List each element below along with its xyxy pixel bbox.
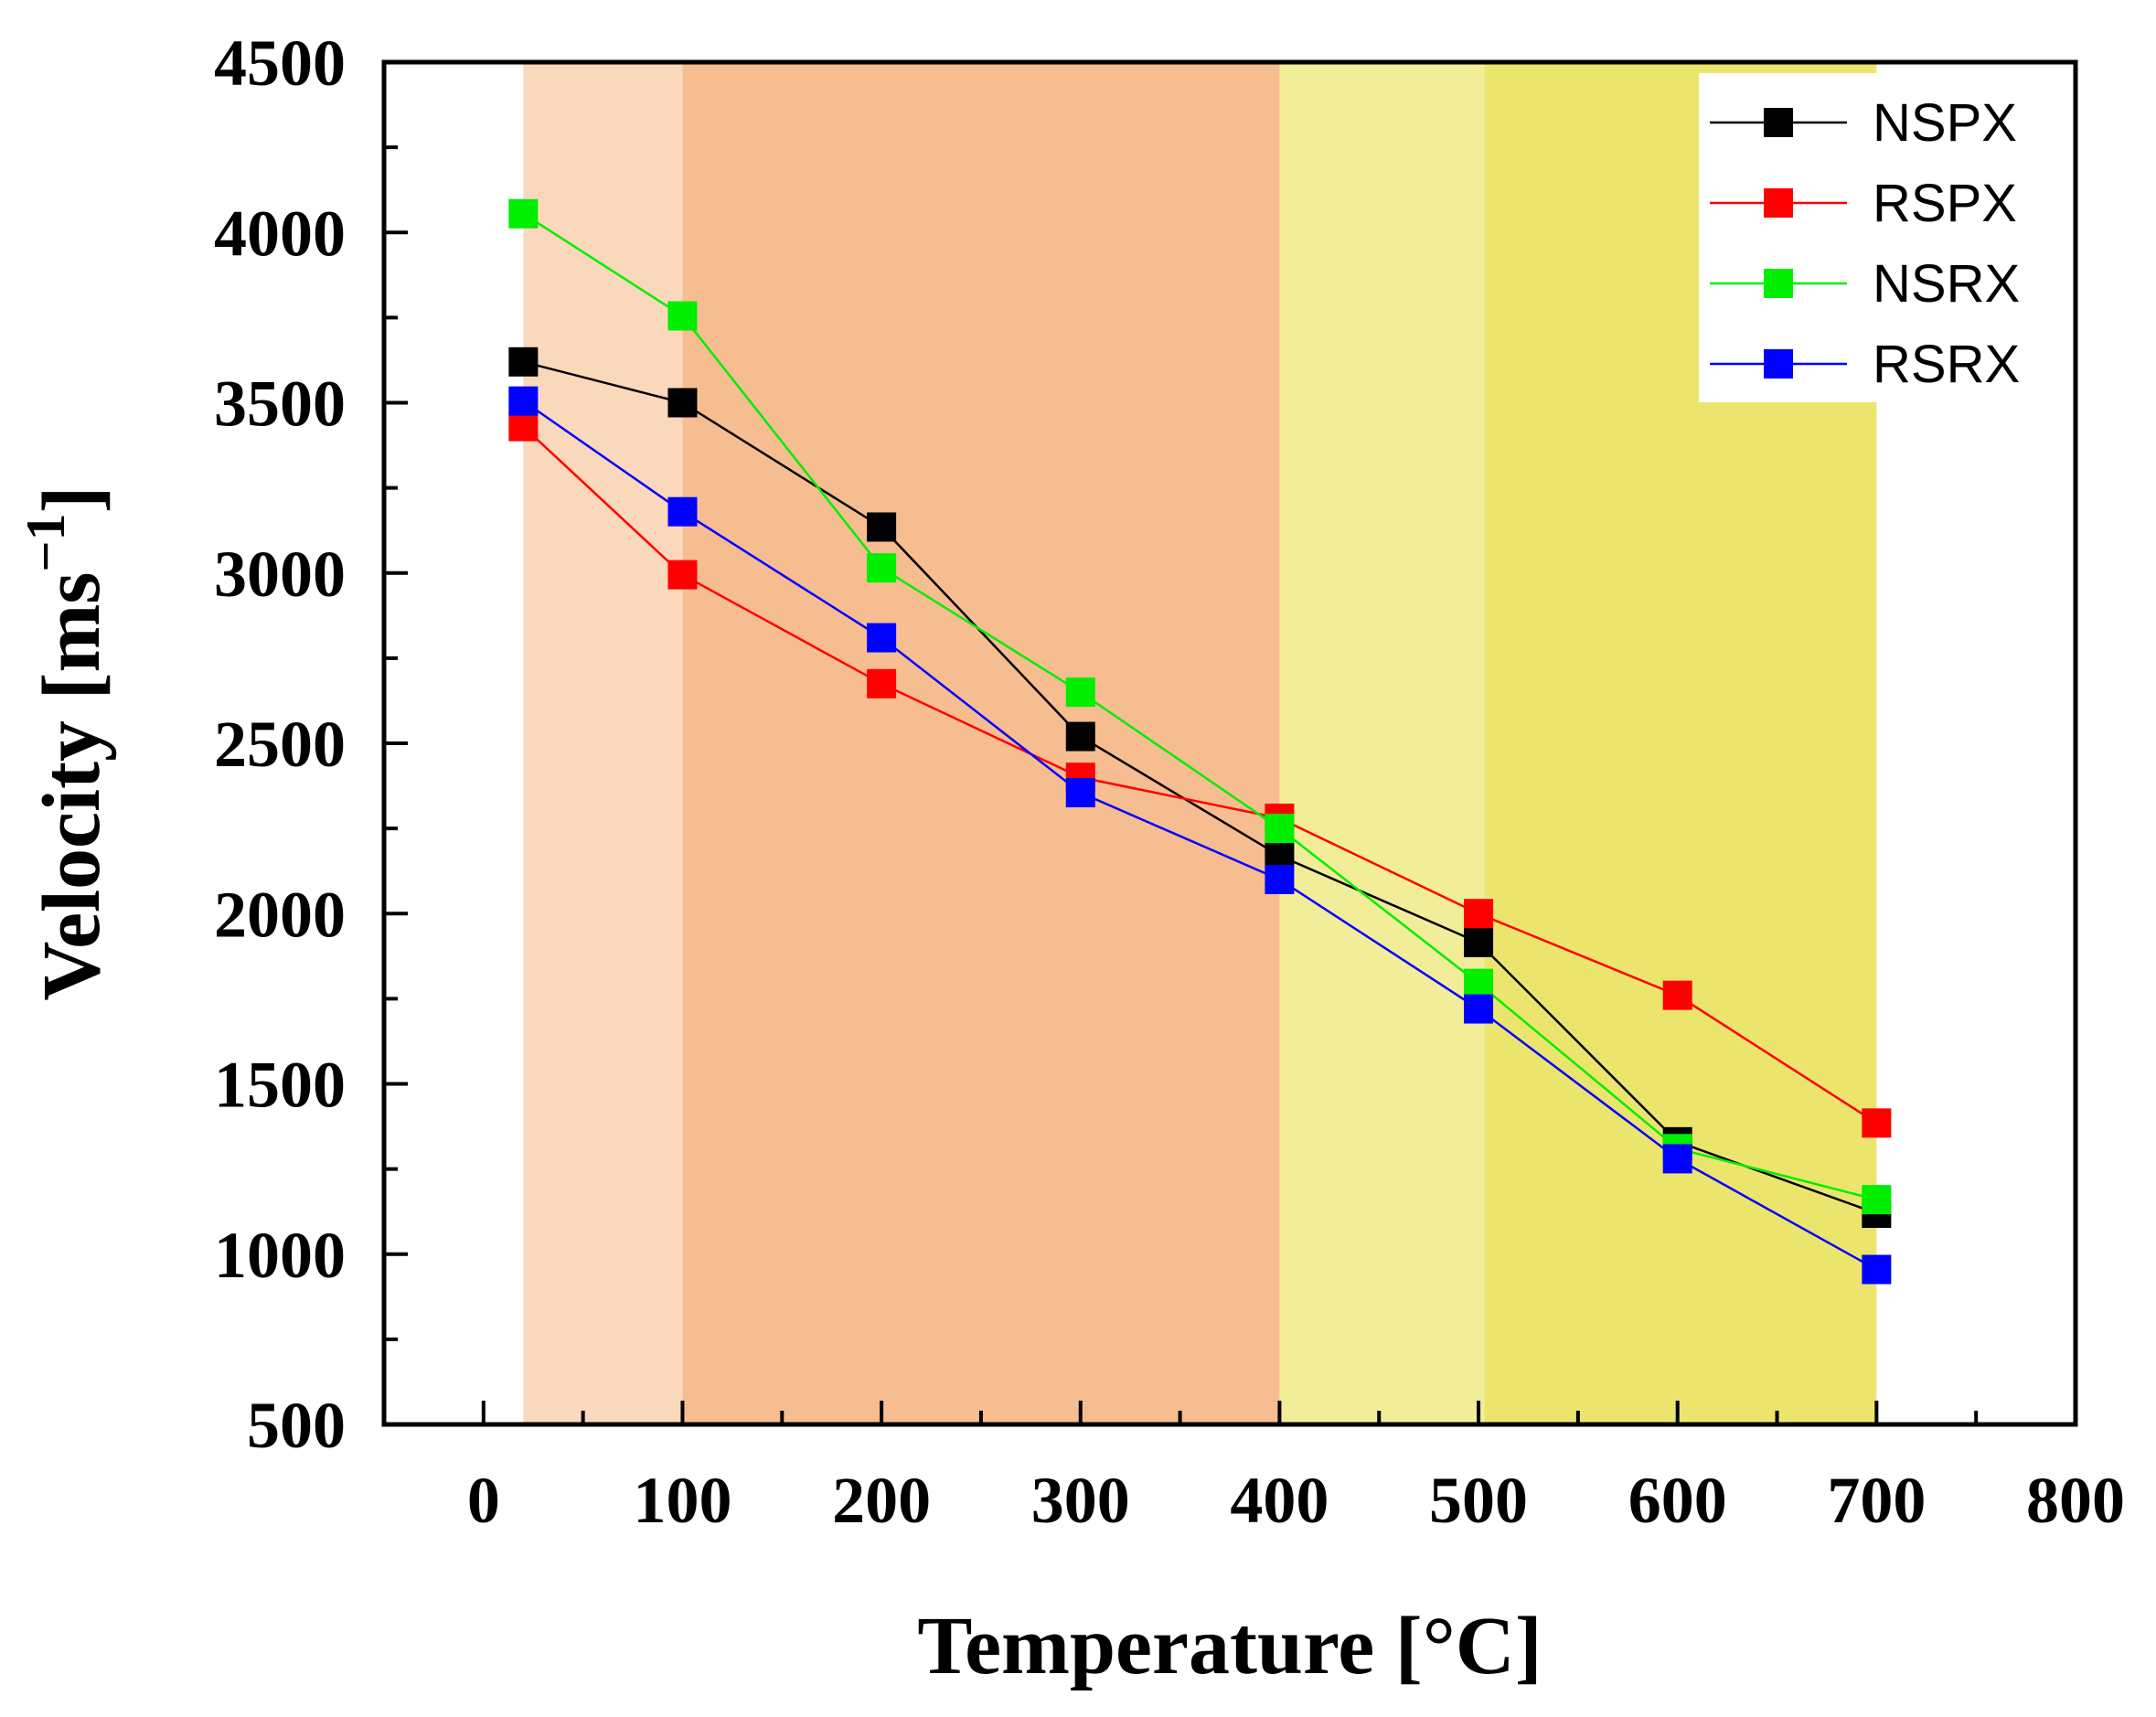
marker-rspx-20	[508, 411, 539, 442]
marker-nsrx-100	[667, 301, 698, 331]
marker-nspx-200	[867, 512, 897, 542]
series-line-rsrx	[522, 400, 1877, 1271]
marker-rsrx-700	[1862, 1254, 1892, 1285]
marker-rspx-600	[1662, 980, 1692, 1010]
marker-nsrx-200	[867, 553, 897, 583]
marker-rspx-100	[667, 560, 698, 590]
legend-marker-nsrx	[1764, 269, 1793, 298]
marker-nspx-500	[1464, 927, 1494, 957]
y-axis-title: Velocity [ms−1]	[16, 485, 117, 1000]
y-tick-label-2500: 2500	[214, 708, 346, 781]
legend-label-nspx: NSPX	[1873, 93, 2017, 153]
series-lines	[522, 212, 1878, 1271]
marker-rsrx-400	[1265, 865, 1295, 894]
y-axis-title-main: Velocity [ms	[27, 572, 117, 1001]
y-tick-label-3500: 3500	[214, 368, 346, 441]
marker-rspx-200	[867, 668, 897, 699]
legend-label-rspx: RSPX	[1873, 174, 2017, 233]
legend-label-nsrx: NSRX	[1873, 254, 2020, 314]
y-axis-title-close: ]	[27, 485, 117, 513]
x-tick-label-200: 200	[832, 1464, 931, 1537]
x-axis-ticks: 0 100 200 300 400 500 600 700 800	[467, 1401, 2125, 1537]
marker-rsrx-100	[667, 496, 698, 527]
x-tick-label-100: 100	[633, 1464, 731, 1537]
marker-nsrx-700	[1862, 1185, 1892, 1215]
legend-marker-rspx	[1764, 188, 1793, 218]
y-tick-label-1500: 1500	[214, 1049, 346, 1122]
marker-rsrx-300	[1065, 778, 1095, 808]
marker-nspx-100	[667, 388, 698, 418]
legend-label-rsrx: RSRX	[1873, 335, 2020, 394]
x-tick-label-300: 300	[1031, 1464, 1130, 1537]
y-axis-ticks: 500 1000 1500 2000 2500 3000 3500 4000 4500	[214, 27, 408, 1462]
y-tick-label-4000: 4000	[214, 197, 346, 270]
marker-rspx-700	[1862, 1108, 1892, 1138]
legend-box	[1699, 73, 2065, 402]
series-line-nspx	[523, 360, 1877, 1215]
temperature-bands	[523, 62, 1877, 1424]
series-line-rspx	[522, 425, 1878, 1125]
marker-nsrx-300	[1065, 677, 1095, 708]
marker-rspx-500	[1464, 899, 1494, 929]
x-tick-label-500: 500	[1429, 1464, 1528, 1537]
y-tick-label-1000: 1000	[214, 1219, 346, 1292]
band-1	[682, 62, 1280, 1424]
x-tick-label-600: 600	[1628, 1464, 1727, 1537]
marker-rsrx-600	[1662, 1144, 1692, 1174]
y-tick-label-3000: 3000	[214, 538, 346, 611]
band-0	[523, 62, 683, 1424]
series-line-nsrx	[522, 212, 1877, 1201]
legend-marker-rsrx	[1764, 349, 1793, 379]
marker-nsrx-400	[1265, 814, 1295, 844]
x-tick-label-800: 800	[2026, 1464, 2125, 1537]
marker-nspx-300	[1065, 721, 1095, 752]
marker-rsrx-200	[867, 623, 897, 653]
marker-nsrx-500	[1464, 968, 1494, 998]
legend: NSPX RSPX NSRX RSRX	[1699, 73, 2065, 402]
legend-marker-nspx	[1764, 108, 1793, 137]
svg-text:Velocity [ms−1]: Velocity [ms−1]	[16, 485, 117, 1000]
y-tick-label-500: 500	[247, 1389, 346, 1462]
marker-nsrx-20	[508, 198, 539, 229]
marker-nspx-20	[508, 347, 539, 377]
y-tick-label-2000: 2000	[214, 878, 346, 951]
x-tick-label-0: 0	[467, 1464, 500, 1537]
x-axis-title: Temperature [°C]	[917, 1601, 1542, 1691]
y-tick-label-4500: 4500	[214, 27, 346, 100]
x-tick-label-400: 400	[1230, 1464, 1329, 1537]
series-markers	[508, 198, 1892, 1285]
marker-rsrx-20	[508, 386, 539, 416]
x-tick-label-700: 700	[1827, 1464, 1926, 1537]
band-2	[1279, 62, 1485, 1424]
y-axis-title-superscript: −1	[16, 513, 76, 571]
marker-rsrx-500	[1464, 994, 1494, 1024]
